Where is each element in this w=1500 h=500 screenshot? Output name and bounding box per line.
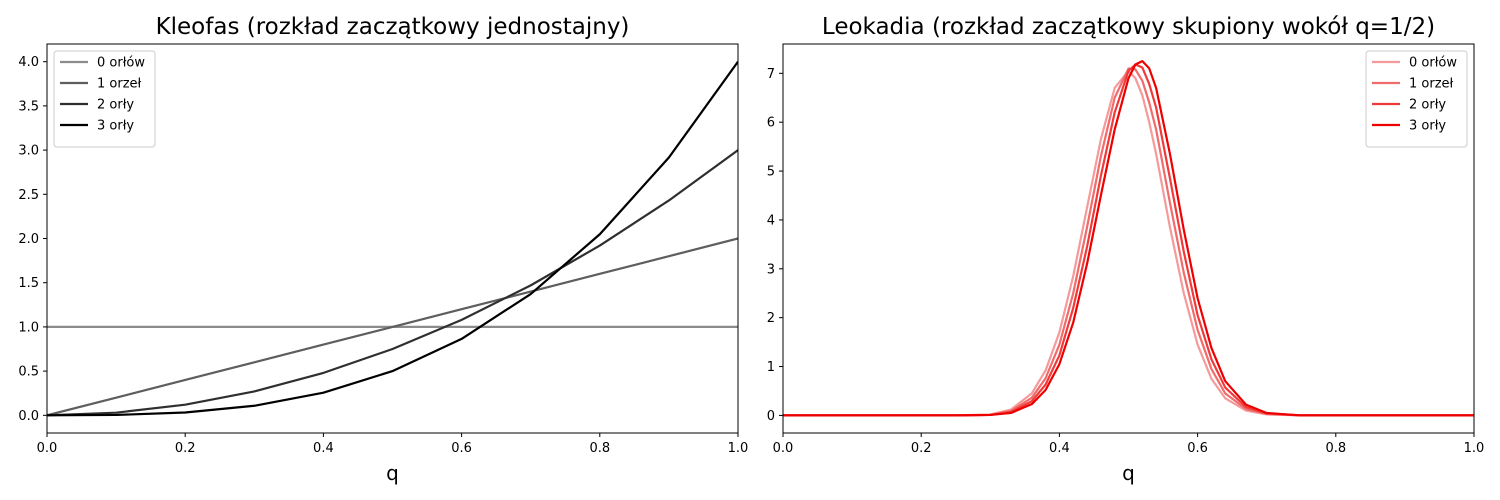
y-tick-label: 6 <box>767 116 775 131</box>
y-tick-label: 3.0 <box>18 144 39 159</box>
x-tick-label: 1.0 <box>728 441 749 456</box>
y-tick-label: 7 <box>767 67 775 82</box>
plot-area: 0.0 0.2 0.4 0.6 0.8 1.0 0.0 0.5 1.0 1.5 2.0 2.5 3.0 3… <box>18 43 749 456</box>
x-axis-label: q <box>386 461 399 485</box>
y-tick-label: 2 <box>767 311 775 326</box>
series-lines <box>47 61 738 417</box>
y-tick-label: 5 <box>767 165 775 180</box>
legend: 0 orłów 1 orzeł 2 orły 3 orły <box>1365 50 1468 148</box>
x-axis-label: q <box>1122 461 1135 485</box>
x-tick-label: 0.2 <box>911 441 932 456</box>
legend-label: 0 orłów <box>1409 56 1457 71</box>
x-tick-label: 0.8 <box>589 441 610 456</box>
series-line-3 <box>47 61 738 417</box>
chart-kleofas: Kleofas (rozkład zaczątkowy jednostajny)… <box>18 14 748 485</box>
legend-label: 0 orłów <box>97 56 145 71</box>
legend-label: 2 orły <box>97 98 134 113</box>
y-tick-label: 1.5 <box>18 276 39 291</box>
x-tick-label: 0.0 <box>773 441 794 456</box>
plot-area: 0.0 0.2 0.4 0.6 0.8 1.0 0 1 2 3 4 5 6 7 0 orłów 1 orzeł… <box>767 43 1485 456</box>
series-lines <box>783 60 1474 417</box>
y-tick-label: 1.0 <box>18 320 39 335</box>
x-tick-label: 0.4 <box>1049 441 1070 456</box>
x-tick-label: 0.2 <box>175 441 196 456</box>
legend-box <box>1365 50 1468 148</box>
y-tick-label: 2.0 <box>18 232 39 247</box>
x-tick-label: 1.0 <box>1464 441 1485 456</box>
y-tick-label: 0.0 <box>18 409 39 424</box>
x-tick-label: 0.6 <box>451 441 472 456</box>
y-tick-label: 0 <box>767 409 775 424</box>
legend-label: 3 orły <box>97 119 134 134</box>
legend-box <box>53 50 156 148</box>
legend-label: 1 orzeł <box>1409 77 1454 92</box>
y-tick-label: 3 <box>767 262 775 277</box>
y-tick-label: 3.5 <box>18 99 39 114</box>
y-tick-label: 4.0 <box>18 55 39 70</box>
plot-frame <box>782 43 1475 434</box>
series-line-0 <box>783 69 1474 417</box>
chart-leokadia: Leokadia (rozkład zaczątkowy skupiony wo… <box>767 14 1485 485</box>
series-line-2 <box>47 149 738 417</box>
y-tick-label: 0.5 <box>18 365 39 380</box>
chart-title: Kleofas (rozkład zaczątkowy jednostajny) <box>156 14 630 40</box>
x-tick-label: 0.0 <box>37 441 58 456</box>
legend-label: 1 orzeł <box>97 77 142 92</box>
series-line-3 <box>783 60 1474 417</box>
series-line-1 <box>47 237 738 417</box>
legend-label: 2 orły <box>1409 98 1446 113</box>
x-tick-label: 0.4 <box>313 441 334 456</box>
x-tick-label: 0.6 <box>1187 441 1208 456</box>
y-tick-label: 1 <box>767 360 775 375</box>
x-tick-label: 0.8 <box>1325 441 1346 456</box>
legend: 0 orłów 1 orzeł 2 orły 3 orły <box>53 50 156 148</box>
y-tick-label: 4 <box>767 213 775 228</box>
series-line-1 <box>783 67 1474 417</box>
legend-label: 3 orły <box>1409 119 1446 134</box>
y-tick-label: 2.5 <box>18 188 39 203</box>
chart-title: Leokadia (rozkład zaczątkowy skupiony wo… <box>822 14 1435 40</box>
